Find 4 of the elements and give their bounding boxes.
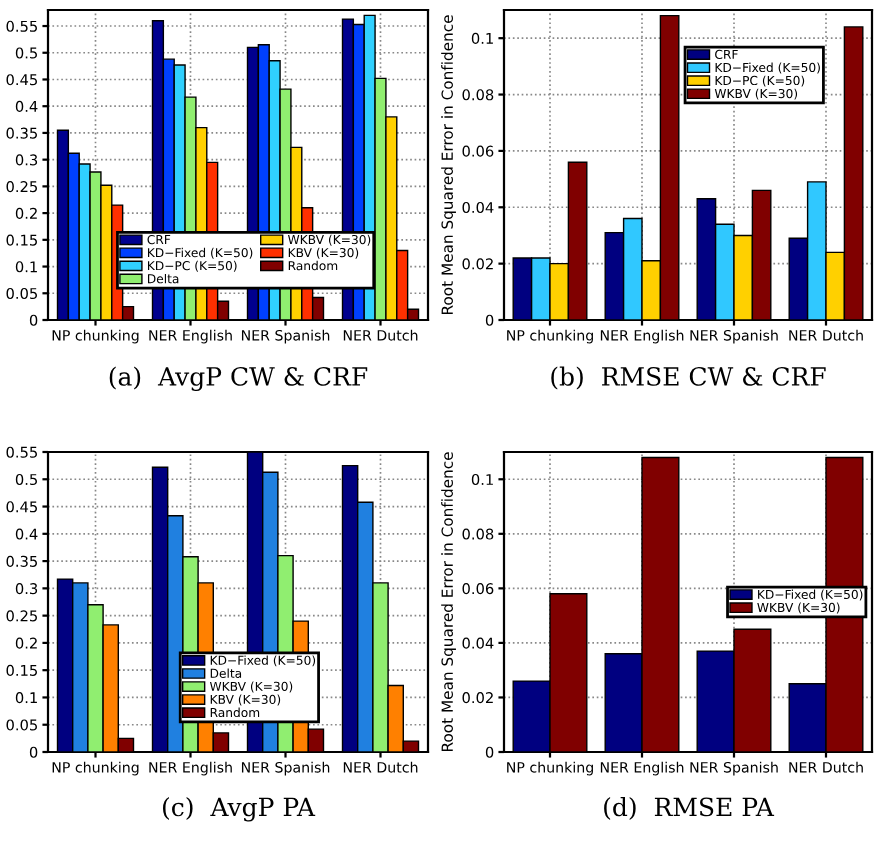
text: (b) RMSE CW & CRF <box>551 366 826 390</box>
text: (c) AvgP PA <box>163 797 316 822</box>
text: (d) RMSE PA <box>604 797 775 820</box>
text: (a) AvgP CW & CRF <box>109 366 368 392</box>
